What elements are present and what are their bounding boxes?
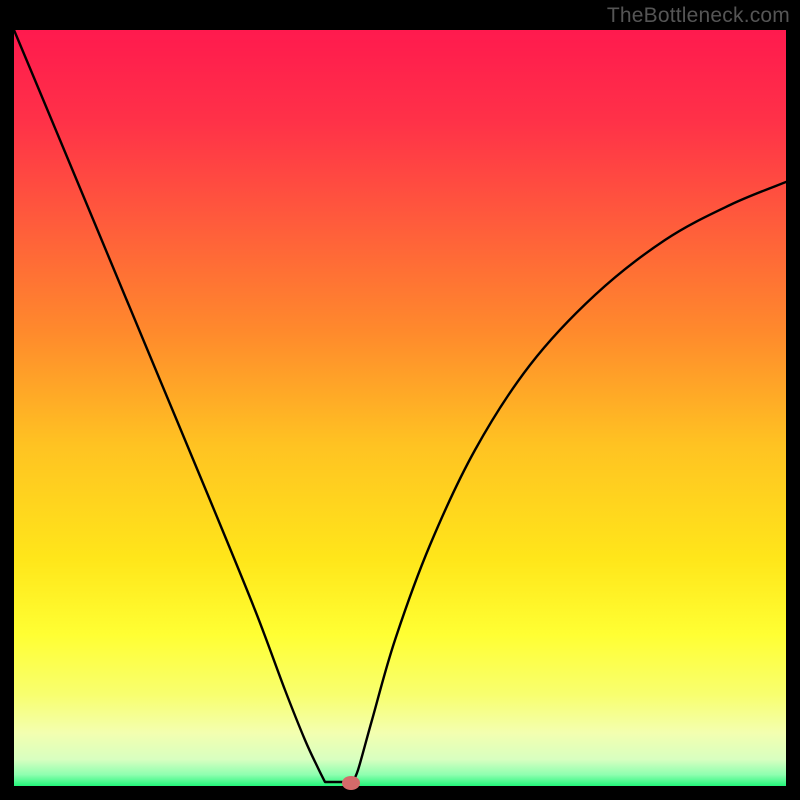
chart-frame: TheBottleneck.com <box>0 0 800 800</box>
chart-plot-area <box>14 30 786 786</box>
watermark-label: TheBottleneck.com <box>607 4 790 28</box>
optimal-point-marker <box>342 776 360 790</box>
bottleneck-curve-chart <box>0 0 800 800</box>
